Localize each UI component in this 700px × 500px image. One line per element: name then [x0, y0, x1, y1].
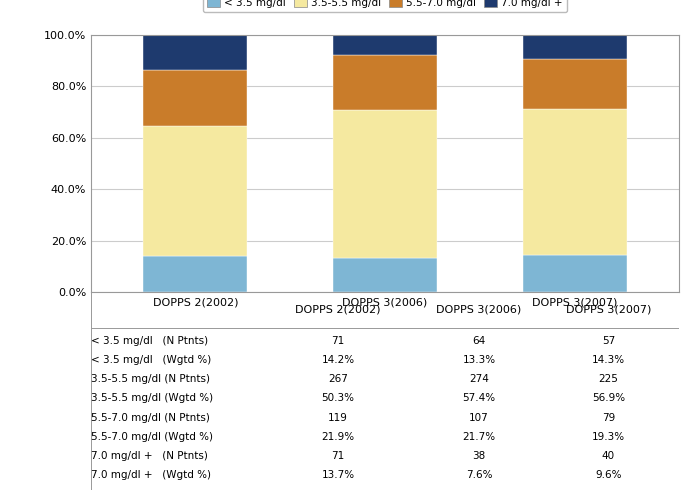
Text: 13.3%: 13.3% [463, 356, 496, 366]
Text: 71: 71 [331, 450, 344, 460]
Text: 57: 57 [602, 336, 615, 346]
Text: 119: 119 [328, 412, 348, 422]
Text: 50.3%: 50.3% [321, 394, 354, 404]
Text: 79: 79 [602, 412, 615, 422]
Bar [332, 35, 438, 54]
Bar [144, 126, 248, 256]
Bar [522, 109, 626, 256]
Bar [332, 258, 438, 292]
Text: 71: 71 [331, 336, 344, 346]
Text: 107: 107 [469, 412, 489, 422]
Bar [144, 34, 248, 70]
Text: 56.9%: 56.9% [592, 394, 625, 404]
Text: 5.5-7.0 mg/dl (N Ptnts): 5.5-7.0 mg/dl (N Ptnts) [91, 412, 210, 422]
Text: 5.5-7.0 mg/dl (Wgtd %): 5.5-7.0 mg/dl (Wgtd %) [91, 432, 213, 442]
Bar [144, 70, 248, 126]
Text: DOPPS 3(2007): DOPPS 3(2007) [566, 304, 651, 314]
Text: 13.7%: 13.7% [321, 470, 354, 480]
Text: 40: 40 [602, 450, 615, 460]
Legend: < 3.5 mg/dl, 3.5-5.5 mg/dl, 5.5-7.0 mg/dl, 7.0 mg/dl +: < 3.5 mg/dl, 3.5-5.5 mg/dl, 5.5-7.0 mg/d… [203, 0, 567, 12]
Text: 64: 64 [473, 336, 486, 346]
Text: 7.6%: 7.6% [466, 470, 492, 480]
Text: 21.9%: 21.9% [321, 432, 354, 442]
Text: DOPPS 2(2002): DOPPS 2(2002) [295, 304, 381, 314]
Bar [144, 256, 248, 292]
Bar [522, 256, 626, 292]
Bar [522, 34, 626, 59]
Text: 225: 225 [598, 374, 618, 384]
Text: < 3.5 mg/dl   (N Ptnts): < 3.5 mg/dl (N Ptnts) [91, 336, 208, 346]
Text: 267: 267 [328, 374, 348, 384]
Bar [522, 60, 626, 109]
Text: 7.0 mg/dl +   (N Ptnts): 7.0 mg/dl + (N Ptnts) [91, 450, 208, 460]
Text: 21.7%: 21.7% [463, 432, 496, 442]
Text: 274: 274 [469, 374, 489, 384]
Text: 14.2%: 14.2% [321, 356, 354, 366]
Text: 9.6%: 9.6% [595, 470, 622, 480]
Text: 57.4%: 57.4% [463, 394, 496, 404]
Text: 19.3%: 19.3% [592, 432, 625, 442]
Text: 14.3%: 14.3% [592, 356, 625, 366]
Text: < 3.5 mg/dl   (Wgtd %): < 3.5 mg/dl (Wgtd %) [91, 356, 211, 366]
Text: 7.0 mg/dl +   (Wgtd %): 7.0 mg/dl + (Wgtd %) [91, 470, 211, 480]
Text: 38: 38 [473, 450, 486, 460]
Text: DOPPS 3(2006): DOPPS 3(2006) [437, 304, 522, 314]
Bar [332, 54, 438, 110]
Text: 3.5-5.5 mg/dl (Wgtd %): 3.5-5.5 mg/dl (Wgtd %) [91, 394, 213, 404]
Bar [332, 110, 438, 258]
Text: 3.5-5.5 mg/dl (N Ptnts): 3.5-5.5 mg/dl (N Ptnts) [91, 374, 210, 384]
